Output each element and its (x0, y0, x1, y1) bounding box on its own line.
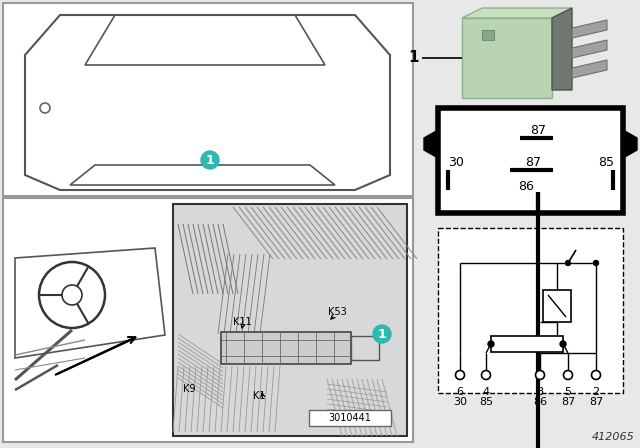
Text: 1: 1 (205, 154, 214, 167)
Bar (462, 18, 552, 98)
Circle shape (373, 325, 391, 343)
Bar (351, 336, 379, 360)
Circle shape (593, 260, 598, 266)
Text: 87: 87 (561, 397, 575, 407)
Bar (482, 30, 494, 40)
Text: 87: 87 (525, 156, 541, 169)
Circle shape (560, 341, 566, 347)
Text: 8: 8 (536, 387, 543, 397)
Circle shape (566, 260, 570, 266)
Polygon shape (552, 8, 572, 90)
Polygon shape (623, 130, 637, 158)
Bar (491, 336, 563, 352)
Text: 86: 86 (533, 397, 547, 407)
Polygon shape (424, 130, 438, 158)
Circle shape (591, 370, 600, 379)
Bar (309, 410, 391, 426)
Text: 30: 30 (448, 156, 464, 169)
Circle shape (456, 370, 465, 379)
Bar (438, 108, 623, 213)
Circle shape (488, 341, 494, 347)
Polygon shape (462, 8, 572, 18)
Circle shape (481, 370, 490, 379)
Text: 4: 4 (483, 387, 490, 397)
Text: 5: 5 (564, 387, 572, 397)
Text: 1: 1 (378, 327, 387, 340)
Text: 85: 85 (479, 397, 493, 407)
Text: 86: 86 (518, 180, 534, 193)
Bar (3, 198, 413, 442)
Text: 85: 85 (598, 156, 614, 169)
Circle shape (536, 370, 545, 379)
Polygon shape (572, 60, 607, 78)
Circle shape (201, 151, 219, 169)
Bar (173, 204, 407, 436)
Text: 1: 1 (409, 51, 419, 65)
Polygon shape (572, 40, 607, 58)
Text: 3010441: 3010441 (328, 413, 371, 423)
Text: K11: K11 (233, 317, 252, 327)
Text: K9: K9 (183, 384, 195, 394)
Text: 30: 30 (453, 397, 467, 407)
Circle shape (40, 103, 50, 113)
Bar (543, 290, 571, 322)
Text: 87: 87 (589, 397, 603, 407)
Bar (221, 332, 351, 364)
Circle shape (563, 370, 573, 379)
Text: 412065: 412065 (592, 432, 635, 442)
Bar (3, 3, 413, 196)
Text: 2: 2 (593, 387, 600, 397)
Bar (438, 228, 623, 393)
Polygon shape (572, 20, 607, 38)
Text: 6: 6 (456, 387, 463, 397)
Text: K1: K1 (253, 391, 266, 401)
Text: K53: K53 (328, 307, 347, 317)
Text: 87: 87 (530, 124, 546, 137)
